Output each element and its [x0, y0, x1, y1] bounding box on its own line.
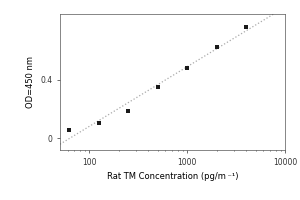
Y-axis label: OD=450 nm: OD=450 nm — [26, 56, 35, 108]
X-axis label: Rat TM Concentration (pg/m ⁻¹): Rat TM Concentration (pg/m ⁻¹) — [107, 172, 238, 181]
